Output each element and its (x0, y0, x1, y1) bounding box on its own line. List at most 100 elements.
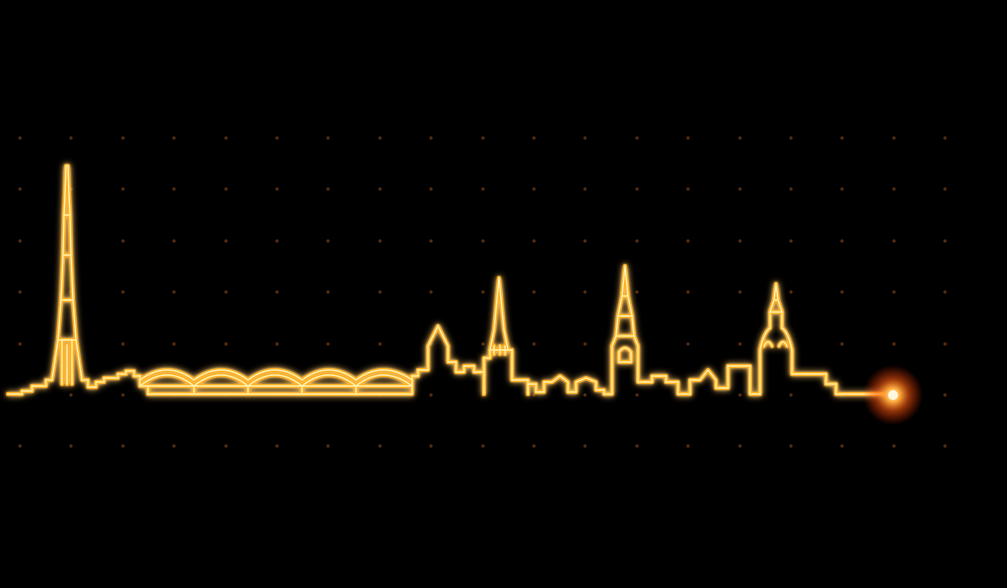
grid-dot (738, 290, 742, 294)
grid-dot (943, 342, 947, 346)
grid-dot (738, 239, 742, 243)
grid-dot (378, 342, 382, 346)
grid-dot (172, 290, 176, 294)
grid-dot (378, 290, 382, 294)
churches-left-core (411, 277, 529, 395)
tall-spire-church-core (527, 265, 691, 395)
grid-dot (892, 239, 896, 243)
grid-dot (583, 393, 587, 397)
grid-dot (326, 342, 330, 346)
grid-dot (18, 342, 22, 346)
grid-dot (429, 136, 433, 140)
grid-dot (686, 290, 690, 294)
grid-dot (121, 444, 125, 448)
grid-dot (892, 444, 896, 448)
grid-dot (532, 444, 536, 448)
grid-dot (943, 136, 947, 140)
grid-dot (789, 136, 793, 140)
grid-dot (224, 290, 228, 294)
grid-dot (892, 187, 896, 191)
domed-cathedral-outline (688, 282, 895, 396)
grid-dot (275, 187, 279, 191)
grid-dot (583, 342, 587, 346)
grid-dot (789, 290, 793, 294)
tv-tower-outline (6, 164, 98, 396)
grid-dot (429, 393, 433, 397)
grid-dot (378, 187, 382, 191)
grid-dot (172, 136, 176, 140)
grid-dot (532, 136, 536, 140)
grid-dot (326, 444, 330, 448)
grid-dot (892, 136, 896, 140)
grid-dot (172, 187, 176, 191)
grid-dot (686, 187, 690, 191)
grid-dot (429, 187, 433, 191)
grid-dot (224, 342, 228, 346)
grid-dot (121, 136, 125, 140)
grid-dot (840, 239, 844, 243)
grid-dot (583, 444, 587, 448)
grid-dot (378, 136, 382, 140)
grid-dot (738, 136, 742, 140)
grid-dot (121, 290, 125, 294)
grid-dot (18, 444, 22, 448)
grid-dot (943, 444, 947, 448)
grid-dot (686, 444, 690, 448)
grid-dot (481, 290, 485, 294)
grid-dot (172, 444, 176, 448)
grid-dot (481, 136, 485, 140)
grid-dot (840, 187, 844, 191)
grid-dot (840, 444, 844, 448)
grid-dot (224, 187, 228, 191)
grid-dot (532, 290, 536, 294)
grid-dot (429, 239, 433, 243)
grid-dot (738, 342, 742, 346)
grid-dot (172, 342, 176, 346)
grid-dot (429, 444, 433, 448)
skyline-outline (6, 164, 895, 396)
grid-dot (224, 136, 228, 140)
grid-dot (121, 342, 125, 346)
grid-dot (789, 239, 793, 243)
grid-dot (583, 239, 587, 243)
grid-dot (121, 393, 125, 397)
grid-dot (943, 187, 947, 191)
tv-tower-core (7, 165, 97, 395)
grid-dot (532, 393, 536, 397)
grid-dot (943, 393, 947, 397)
grid-dot (635, 290, 639, 294)
grid-dot (840, 136, 844, 140)
grid-dot (172, 239, 176, 243)
grid-dot (635, 136, 639, 140)
grid-dot (892, 290, 896, 294)
grid-dot (224, 239, 228, 243)
churches-left-outline (410, 276, 530, 396)
grid-dot (481, 342, 485, 346)
grid-dot (18, 187, 22, 191)
grid-dot (224, 444, 228, 448)
grid-dot (378, 444, 382, 448)
arched-hall-core (95, 369, 413, 395)
grid-dot (532, 342, 536, 346)
tall-spire-church-outline (526, 264, 692, 396)
grid-dot (275, 239, 279, 243)
grid-dot (635, 239, 639, 243)
grid-dot (583, 290, 587, 294)
grid-dot (738, 444, 742, 448)
grid-dot (635, 393, 639, 397)
grid-dot (121, 239, 125, 243)
grid-dot (481, 187, 485, 191)
grid-dot (532, 239, 536, 243)
grid-dot (69, 136, 73, 140)
grid-dot (18, 239, 22, 243)
grid-dot (326, 290, 330, 294)
dot-grid (18, 136, 947, 448)
grid-dot (583, 136, 587, 140)
grid-dot (429, 290, 433, 294)
domed-cathedral-core (689, 283, 894, 395)
grid-dot (18, 290, 22, 294)
grid-dot (69, 444, 73, 448)
grid-dot (738, 187, 742, 191)
